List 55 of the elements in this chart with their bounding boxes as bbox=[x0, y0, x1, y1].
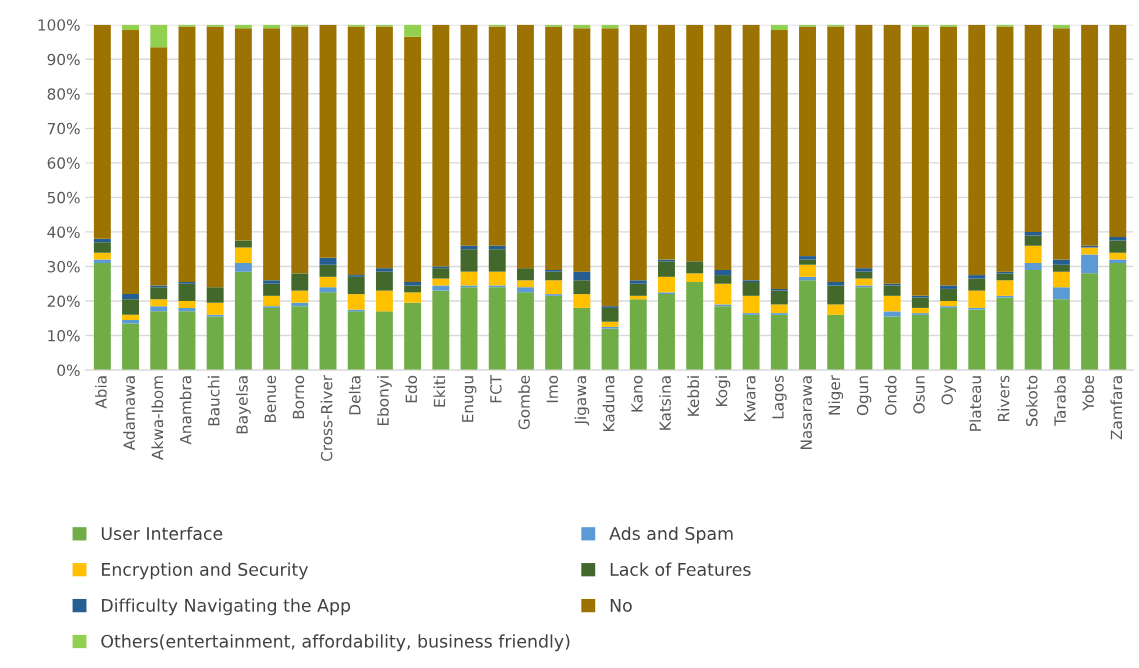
legend-label: Encryption and Security bbox=[102, 562, 309, 580]
x-tick-label: Gombe bbox=[518, 375, 530, 430]
x-tick-label: Ekiti bbox=[433, 376, 446, 407]
legend-label: Lack of Features bbox=[610, 562, 751, 576]
y-tick-label: 90% bbox=[47, 53, 80, 66]
x-tick-label: Imo bbox=[546, 375, 559, 403]
y-tick-label: 80% bbox=[47, 88, 80, 100]
x-tick-label: Nasarawa bbox=[800, 376, 812, 450]
x-tick-label: Taraba bbox=[1053, 376, 1066, 426]
x-tick-label: Ogun bbox=[856, 376, 872, 416]
x-tick-label: Oyo bbox=[941, 375, 956, 405]
x-tick-label: Kano bbox=[631, 375, 643, 412]
x-tick-label: Anambra bbox=[179, 376, 192, 445]
x-tick-label: Borno bbox=[292, 375, 305, 419]
legend-label: User Interface bbox=[101, 526, 223, 541]
x-tick-label: Katsina bbox=[659, 376, 671, 430]
y-tick-label: 20% bbox=[47, 295, 80, 308]
y-tick-label: 40% bbox=[47, 226, 80, 238]
x-tick-label: Osun bbox=[913, 376, 925, 414]
x-tick-label: Kogi bbox=[715, 376, 731, 406]
x-tick-label: Zamfara bbox=[1110, 376, 1123, 440]
x-tick-label: Jigawa bbox=[574, 376, 590, 426]
x-tick-label: Cross-River bbox=[320, 374, 333, 462]
x-tick-label: Rivers bbox=[997, 375, 1010, 421]
x-tick-label: Edo bbox=[405, 375, 418, 403]
x-tick-label: Adamawa bbox=[123, 376, 135, 451]
x-tick-label: Sokoto bbox=[1025, 375, 1038, 426]
x-tick-label: Kaduna bbox=[602, 376, 615, 431]
x-tick-label: Lagos bbox=[772, 375, 787, 419]
y-tick-label: 50% bbox=[47, 191, 80, 204]
x-tick-label: Akwa-Ibom bbox=[151, 376, 164, 460]
y-tick-label: 30% bbox=[47, 260, 80, 273]
x-tick-label: Delta bbox=[348, 376, 361, 415]
x-tick-label: Benue bbox=[264, 375, 277, 423]
x-tick-label: Kebbi bbox=[687, 376, 700, 416]
x-tick-label: Abia bbox=[94, 376, 107, 409]
x-tick-label: Ebonyi bbox=[377, 376, 392, 426]
legend-label: No bbox=[610, 598, 632, 612]
x-tick-label: Niger bbox=[828, 374, 844, 415]
x-tick-label: FCT bbox=[490, 374, 502, 403]
legend-label: Others(entertainment, affordability, business friendly) bbox=[101, 634, 570, 652]
legend-label: Difficulty Navigating the App bbox=[102, 598, 351, 616]
x-tick-label: Plateau bbox=[969, 376, 982, 431]
x-tick-label: Enugu bbox=[462, 376, 477, 422]
y-tick-label: 70% bbox=[47, 122, 80, 135]
x-tick-label: Bauchi bbox=[207, 376, 220, 426]
y-tick-label: 60% bbox=[47, 157, 80, 169]
x-tick-label: Kwara bbox=[744, 376, 756, 421]
legend-label: Ads and Spam bbox=[609, 526, 733, 544]
y-tick-label: 0% bbox=[57, 364, 80, 377]
x-tick-label: Yobe bbox=[1082, 375, 1095, 411]
y-tick-label: 10% bbox=[48, 330, 80, 342]
x-tick-label: Ondo bbox=[884, 375, 897, 415]
y-tick-label: 100% bbox=[38, 19, 80, 31]
x-tick-label: Bayelsa bbox=[235, 376, 251, 434]
